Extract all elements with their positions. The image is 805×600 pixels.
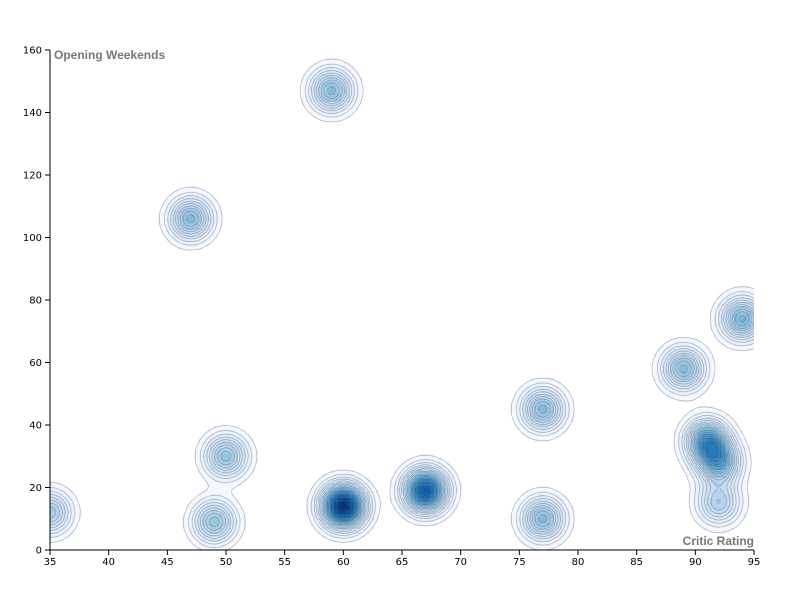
density-band-8 [182, 82, 750, 526]
contour-line-9 [186, 86, 750, 526]
contour-line-0 [50, 58, 754, 550]
contour-line-19 [335, 498, 351, 514]
y-tick-label: 20 [29, 483, 42, 494]
density-contours [50, 58, 754, 550]
density-band-21 [342, 502, 346, 510]
x-tick-label: 40 [102, 557, 115, 568]
y-tick-label: 140 [23, 108, 42, 119]
contour-line-4 [50, 72, 754, 539]
x-tick-label: 80 [572, 557, 585, 568]
x-tick-label: 35 [44, 557, 57, 568]
y-tick-label: 120 [23, 171, 42, 182]
contour-line-2 [50, 67, 754, 545]
x-tick-label: 55 [278, 557, 291, 568]
x-tick-label: 75 [513, 557, 526, 568]
y-tick-label: 80 [29, 296, 42, 307]
x-tick-label: 70 [454, 557, 467, 568]
contour-line-16 [331, 483, 433, 518]
x-tick-label: 85 [630, 557, 643, 568]
y-axis: 0 20 40 60 80 100 120 140 160 [23, 46, 51, 557]
x-tick-label: 65 [396, 557, 409, 568]
y-tick-label: 0 [36, 546, 42, 557]
x-axis: 35 40 45 50 55 60 65 70 75 80 85 90 95 [44, 549, 761, 568]
x-tick-label: 45 [161, 557, 174, 568]
x-tick-label: 95 [748, 557, 761, 568]
density-band-9 [186, 86, 750, 526]
y-tick-label: 100 [23, 233, 42, 244]
x-tick-label: 90 [689, 557, 702, 568]
contour-line-12 [327, 433, 726, 522]
contour-line-20 [337, 500, 350, 512]
x-tick-label: 60 [337, 557, 350, 568]
y-tick-label: 160 [23, 46, 42, 57]
y-axis-title: Opening Weekends [54, 48, 165, 62]
contour-line-8 [182, 82, 753, 528]
density-band-0 [50, 58, 754, 550]
contour-line-6 [50, 77, 754, 534]
contour-line-18 [334, 488, 428, 516]
y-tick-label: 60 [29, 358, 42, 369]
y-tick-label: 40 [29, 421, 42, 432]
x-tick-label: 50 [220, 557, 233, 568]
contour-line-21 [339, 502, 348, 511]
x-axis-title: Critic Rating [683, 534, 754, 548]
